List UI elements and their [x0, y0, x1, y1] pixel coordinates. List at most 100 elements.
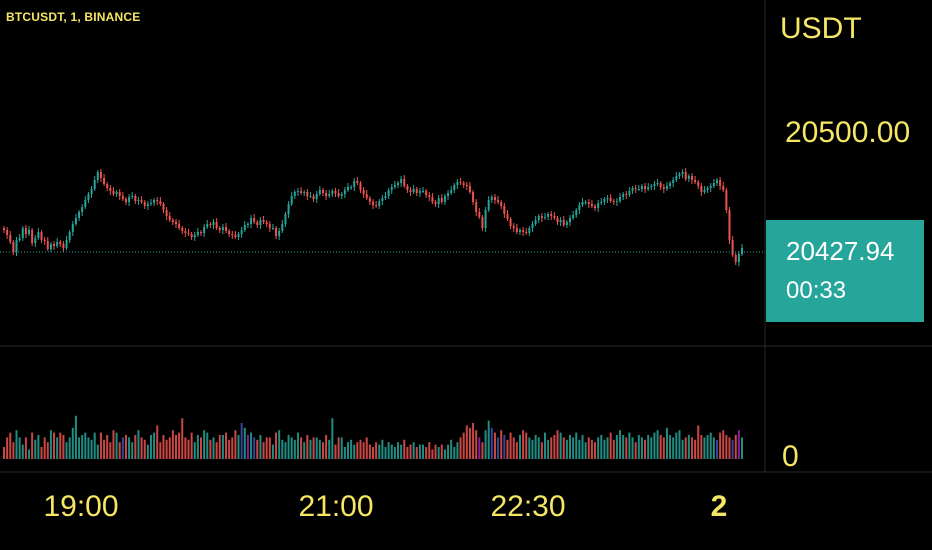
- candle-body: [400, 179, 403, 183]
- candle-body: [190, 234, 193, 237]
- volume-bar: [149, 435, 152, 459]
- candle-body: [534, 220, 537, 224]
- candle-body: [112, 191, 115, 194]
- candle-body: [431, 197, 434, 202]
- candle-body: [278, 231, 281, 236]
- volume-bar: [475, 430, 478, 459]
- volume-bar: [346, 442, 349, 459]
- volume-bar: [697, 425, 700, 459]
- candle-body: [719, 180, 722, 186]
- volume-bar: [672, 437, 675, 459]
- candle-body: [647, 187, 650, 189]
- candle-body: [287, 204, 290, 214]
- candle-body: [218, 228, 221, 230]
- volume-bar: [647, 435, 650, 459]
- candle-body: [362, 190, 365, 194]
- candle-body: [697, 182, 700, 186]
- volume-bar: [124, 435, 127, 459]
- candle-body: [700, 186, 703, 192]
- volume-bar: [68, 437, 71, 459]
- volume-bar: [450, 439, 453, 459]
- candle-body: [293, 192, 296, 196]
- candle-body: [512, 226, 515, 228]
- volume-bar: [678, 430, 681, 459]
- candle-body: [675, 176, 678, 180]
- xaxis-tick-2100: 21:00: [298, 490, 374, 523]
- volume-bar: [206, 432, 209, 459]
- candle-body: [143, 202, 146, 206]
- volume-bar: [46, 442, 49, 459]
- candle-body: [687, 176, 690, 179]
- volume-bar: [578, 439, 581, 459]
- candle-body: [741, 248, 743, 254]
- candle-body: [49, 244, 52, 249]
- volume-layer: [3, 415, 743, 459]
- volume-bar: [74, 415, 77, 459]
- xaxis-tick-2230: 22:30: [490, 490, 566, 523]
- candle-body: [409, 190, 412, 192]
- candle-body: [168, 216, 171, 220]
- volume-bar: [606, 437, 609, 459]
- candle-body: [590, 204, 593, 206]
- volume-bar: [472, 423, 475, 459]
- volume-bar: [3, 447, 5, 459]
- volume-bar: [518, 435, 521, 459]
- candle-body: [325, 193, 328, 196]
- volume-bar: [525, 432, 528, 459]
- volume-bar: [456, 442, 459, 459]
- volume-bar: [112, 430, 115, 459]
- volume-bar: [590, 439, 593, 459]
- volume-bar: [497, 437, 500, 459]
- candle-body: [312, 196, 315, 199]
- volume-bar: [246, 435, 249, 459]
- bar-countdown: 00:33: [786, 277, 847, 304]
- candle-body: [465, 185, 468, 186]
- volume-bar: [256, 439, 259, 459]
- volume-bar: [572, 437, 575, 459]
- candle-body: [71, 224, 74, 232]
- volume-bar: [109, 442, 112, 459]
- volume-bar: [619, 430, 622, 459]
- candle-body: [650, 186, 653, 187]
- volume-bar: [625, 437, 628, 459]
- volume-bar: [447, 444, 450, 459]
- volume-bar: [9, 432, 12, 459]
- volume-bar: [315, 437, 318, 459]
- volume-bar: [28, 449, 31, 459]
- volume-bar: [662, 437, 665, 459]
- candle-body: [468, 186, 471, 192]
- candle-body: [256, 222, 259, 225]
- volume-bar: [312, 437, 315, 459]
- volume-bar: [703, 437, 706, 459]
- volume-bar: [603, 439, 606, 459]
- volume-bar: [187, 439, 190, 459]
- volume-bar: [600, 435, 603, 459]
- candle-body: [21, 228, 24, 238]
- volume-bar: [240, 423, 243, 459]
- candle-body: [684, 172, 687, 179]
- candle-body: [737, 254, 740, 262]
- volume-bar: [609, 432, 612, 459]
- candle-body: [206, 224, 209, 227]
- candle-body: [137, 200, 140, 201]
- volume-bar: [506, 439, 509, 459]
- candle-body: [365, 194, 368, 198]
- volume-bar: [390, 444, 393, 459]
- volume-bar: [722, 430, 725, 459]
- volume-bar: [556, 430, 559, 459]
- candle-body: [706, 188, 709, 190]
- candle-body: [397, 183, 400, 185]
- symbol-label: BTCUSDT, 1, BINANCE: [6, 10, 141, 24]
- candle-body: [628, 191, 631, 195]
- volume-bar: [225, 432, 228, 459]
- candle-body: [731, 240, 734, 255]
- volume-bar: [318, 439, 321, 459]
- volume-bar: [462, 432, 465, 459]
- candle-body: [537, 216, 540, 220]
- candle-body: [656, 183, 659, 184]
- candle-body: [644, 186, 647, 189]
- candle-body: [428, 195, 431, 197]
- yaxis-tick-20500: 20500.00: [785, 116, 911, 149]
- candle-body: [99, 172, 102, 178]
